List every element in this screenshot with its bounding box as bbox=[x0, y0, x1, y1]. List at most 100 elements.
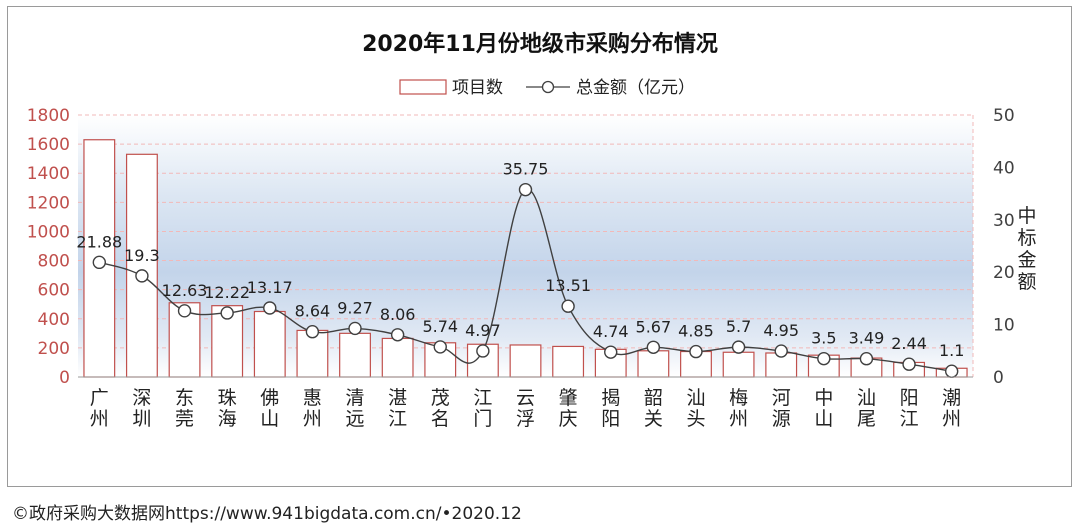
data-label: 13.51 bbox=[545, 276, 591, 295]
x-tick-label-char: 门 bbox=[473, 408, 492, 430]
x-tick-label-char: 珠 bbox=[218, 387, 237, 409]
x-tick-label-char: 源 bbox=[772, 408, 791, 430]
line-point bbox=[305, 325, 320, 339]
x-tick-label-char: 莞 bbox=[175, 408, 194, 430]
x-tick-label-char: 佛 bbox=[260, 387, 279, 409]
bar bbox=[637, 350, 670, 378]
x-tick-label-char: 名 bbox=[431, 408, 450, 430]
x-tick-label-char: 州 bbox=[303, 408, 322, 430]
line-point bbox=[859, 352, 874, 366]
x-tick-label-char: 阳 bbox=[601, 408, 620, 430]
data-label: 4.95 bbox=[763, 321, 799, 340]
left-axis-tick-label: 200 bbox=[38, 339, 70, 359]
line-point bbox=[561, 299, 575, 313]
data-label: 21.88 bbox=[76, 232, 122, 251]
x-tick-label-char: 州 bbox=[729, 408, 748, 430]
x-tick-label-char: 韶 bbox=[644, 387, 663, 409]
x-tick-label-char: 头 bbox=[686, 408, 705, 430]
left-axis-tick-label: 0 bbox=[59, 368, 70, 388]
line-point bbox=[92, 255, 107, 270]
left-axis-tick-label: 1800 bbox=[27, 106, 70, 126]
line-point bbox=[902, 357, 916, 371]
data-label: 1.1 bbox=[939, 341, 964, 360]
bar bbox=[296, 329, 329, 378]
data-label: 12.63 bbox=[162, 281, 208, 300]
x-tick-label-char: 深 bbox=[132, 387, 151, 409]
right-axis-tick-label: 0 bbox=[993, 368, 1004, 388]
x-tick-label-char: 关 bbox=[644, 408, 663, 430]
x-tick-label-char: 尾 bbox=[857, 408, 876, 430]
source-footer: ©政府采购大数据网https://www.941bigdata.com.cn/•… bbox=[12, 504, 522, 524]
right-axis-tick-label: 50 bbox=[993, 106, 1015, 126]
data-label: 4.97 bbox=[465, 321, 501, 340]
right-axis-title-char: 金 bbox=[1017, 249, 1036, 271]
chart-frame: 广州深圳东莞珠海佛山惠州清远湛江茂名江门云浮肇庆揭阳韶关汕头梅州河源中山汕尾阳江… bbox=[7, 6, 1072, 487]
data-label: 2.44 bbox=[891, 334, 927, 353]
x-tick-label-char: 海 bbox=[218, 408, 237, 430]
x-tick-label-char: 州 bbox=[942, 408, 961, 430]
line-point bbox=[817, 351, 831, 366]
x-tick-label-char: 庆 bbox=[559, 408, 578, 430]
x-tick-label-char: 汕 bbox=[857, 387, 876, 409]
legend-bar-label: 项目数 bbox=[452, 78, 503, 98]
line-point bbox=[646, 340, 661, 354]
line-point bbox=[604, 345, 618, 359]
right-axis-tick-label: 10 bbox=[993, 316, 1015, 336]
line-point bbox=[774, 344, 788, 358]
x-tick-label-char: 江 bbox=[388, 408, 407, 430]
line-point bbox=[476, 344, 490, 358]
right-axis-tick-label: 40 bbox=[993, 158, 1015, 178]
data-label: 19.3 bbox=[124, 246, 160, 265]
line-point bbox=[348, 321, 362, 336]
chart: 广州深圳东莞珠海佛山惠州清远湛江茂名江门云浮肇庆揭阳韶关汕头梅州河源中山汕尾阳江… bbox=[27, 31, 1037, 430]
right-axis-title-char: 标 bbox=[1017, 227, 1036, 249]
bar bbox=[509, 344, 542, 378]
right-axis-tick-label: 30 bbox=[993, 211, 1015, 231]
right-axis-title-char: 中 bbox=[1017, 205, 1036, 227]
line-point bbox=[944, 364, 959, 378]
left-axis-tick-label: 400 bbox=[38, 310, 70, 330]
bar bbox=[381, 337, 414, 378]
legend: 项目数 总金额（亿元） bbox=[399, 78, 695, 98]
line-point bbox=[433, 340, 447, 354]
line-point bbox=[135, 269, 149, 283]
x-tick-label-char: 远 bbox=[346, 408, 365, 430]
x-tick-label-char: 圳 bbox=[132, 408, 151, 430]
line-point bbox=[263, 301, 277, 315]
legend-line-label: 总金额（亿元） bbox=[576, 78, 695, 98]
data-label: 12.22 bbox=[204, 283, 250, 302]
line-point bbox=[220, 306, 234, 320]
bar bbox=[339, 332, 371, 378]
legend-bar-swatch bbox=[399, 79, 447, 95]
x-tick-label-char: 梅 bbox=[729, 387, 748, 409]
x-tick-label-char: 揭 bbox=[601, 387, 620, 409]
left-axis-tick-label: 1400 bbox=[27, 164, 70, 184]
left-axis-tick-label: 1000 bbox=[27, 222, 70, 242]
chart-title: 2020年11月份地级市采购分布情况 bbox=[362, 31, 718, 57]
x-tick-label-char: 云 bbox=[516, 387, 535, 409]
line-point bbox=[518, 182, 533, 197]
left-axis-tick-label: 1200 bbox=[27, 193, 70, 213]
x-tick-label-char: 潮 bbox=[942, 387, 961, 409]
x-tick-label-char: 广 bbox=[90, 387, 109, 409]
x-tick-label-char: 山 bbox=[814, 408, 833, 430]
data-label: 5.7 bbox=[726, 317, 751, 336]
x-tick-label-char: 河 bbox=[772, 387, 791, 409]
x-tick-label-char: 江 bbox=[900, 408, 919, 430]
x-tick-label-char: 江 bbox=[473, 387, 492, 409]
line-point bbox=[731, 340, 746, 354]
legend-line-marker bbox=[541, 80, 555, 94]
x-tick-label-char: 东 bbox=[175, 387, 194, 409]
data-label: 13.17 bbox=[247, 278, 293, 297]
x-tick-label-char: 惠 bbox=[303, 387, 322, 409]
x-tick-label-char: 湛 bbox=[388, 387, 407, 409]
left-axis-tick-label: 800 bbox=[38, 252, 70, 272]
x-tick-label-char: 阳 bbox=[900, 387, 919, 409]
line-point bbox=[177, 304, 192, 318]
right-axis-tick-label: 20 bbox=[993, 263, 1015, 283]
x-tick-label-char: 汕 bbox=[686, 387, 705, 409]
x-tick-label-char: 浮 bbox=[516, 408, 535, 430]
bar bbox=[552, 345, 585, 378]
data-label: 4.74 bbox=[593, 322, 629, 341]
bar bbox=[722, 351, 755, 378]
